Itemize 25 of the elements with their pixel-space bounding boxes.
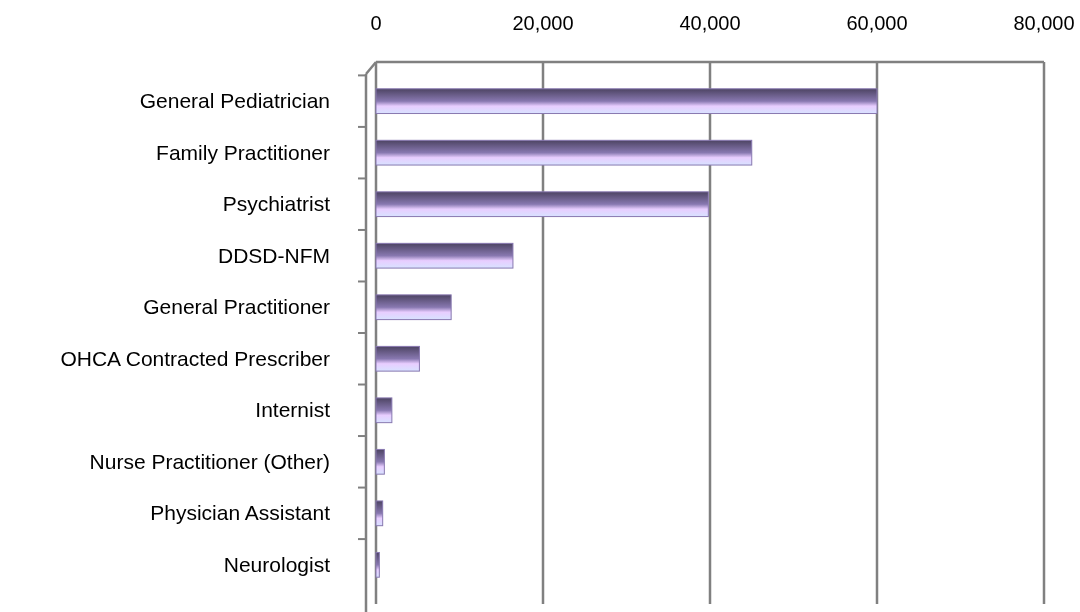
- bar: [375, 294, 452, 321]
- bar: [375, 345, 420, 372]
- y-tick-label: Physician Assistant: [150, 501, 331, 525]
- x-tick-label: 40,000: [679, 12, 741, 34]
- x-tick-label: 60,000: [846, 12, 908, 34]
- x-tick-label: 80,000: [1013, 12, 1075, 34]
- y-tick-label: General Pediatrician: [139, 89, 330, 113]
- y-tick-label: Internist: [255, 398, 331, 422]
- bar: [375, 242, 514, 269]
- y-tick-label: Neurologist: [223, 552, 331, 576]
- bar: [375, 397, 393, 424]
- x-tick-label: 20,000: [512, 12, 574, 34]
- y-tick-label: Psychiatrist: [222, 192, 331, 216]
- bar: [375, 88, 878, 115]
- y-tick-label: DDSD-NFM: [218, 243, 330, 267]
- bar: [375, 139, 753, 166]
- bar: [375, 551, 380, 578]
- bar: [375, 500, 384, 527]
- y-tick-label: Family Practitioner: [156, 140, 330, 164]
- y-tick-label: OHCA Contracted Prescriber: [60, 346, 330, 370]
- x-tick-label: 0: [370, 12, 382, 34]
- y-tick-label: General Practitioner: [143, 295, 330, 319]
- bar: [375, 448, 385, 475]
- bar: [375, 191, 709, 218]
- y-tick-label: Nurse Practitioner (Other): [89, 449, 330, 473]
